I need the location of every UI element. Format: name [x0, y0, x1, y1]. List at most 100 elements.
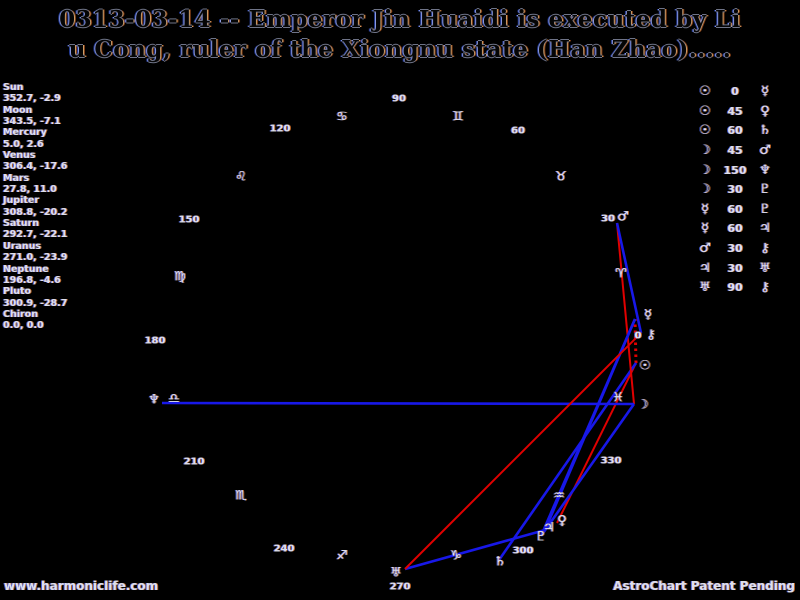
ephemeris-planet-values-mars: 27.8, 11.0 [3, 184, 57, 196]
aspect-degree: 30 [727, 261, 743, 275]
aspect-line-moon-pluto [539, 403, 636, 537]
aspect-row-uranus-chiron: ♅ 90 ⚷ [692, 278, 778, 298]
ephemeris-planet-values-venus: 306.4, -17.6 [3, 161, 68, 173]
pisces-sign-icon: ♓ [612, 390, 624, 406]
aspect-row-moon-mars: ☽ 45 ♂ [692, 141, 778, 161]
aspect-degree: 0 [731, 85, 739, 99]
mercury-glyph-icon: ☿ [701, 201, 709, 217]
ephemeris-planet-name-venus: Venus [3, 150, 36, 162]
moon-glyph-icon: ☽ [699, 182, 711, 198]
aspect-line-uranus-chiron [404, 332, 642, 570]
mercury-planet-icon: ☿ [644, 307, 652, 323]
chart-title-line2: u Cong, ruler of the Xiongnu state (Han … [68, 36, 732, 63]
ephemeris-planet-name-chiron: Chiron [3, 308, 38, 320]
chiron-planet-icon: ⚷ [646, 327, 656, 343]
aspect-line-jupiter-uranus [404, 528, 546, 571]
degree-label-180: 180 [144, 335, 166, 347]
ephemeris-planet-values-moon: 343.5, -7.1 [3, 116, 61, 128]
scorpio-sign-icon: ♏ [235, 488, 247, 504]
pluto-glyph-icon: ♇ [759, 182, 771, 198]
aspect-row-mars-chiron: ♂ 30 ⚷ [692, 239, 778, 259]
degree-label-120: 120 [269, 123, 291, 135]
aspect-row-sun-saturn: ☉ 60 ♄ [692, 121, 778, 141]
ephemeris-planet-values-neptune: 196.8, -4.6 [3, 274, 61, 286]
aspect-row-jupiter-uranus: ♃ 30 ♅ [692, 258, 778, 278]
degree-label-210: 210 [183, 456, 205, 468]
aspect-line-mars-chiron [615, 222, 643, 334]
uranus-planet-icon: ♅ [390, 565, 402, 581]
uranus-glyph-icon: ♅ [759, 260, 771, 276]
sun-glyph-icon: ☉ [699, 123, 711, 139]
pluto-planet-icon: ♇ [535, 529, 547, 545]
degree-label-240: 240 [273, 543, 295, 555]
uranus-glyph-icon: ♅ [699, 280, 711, 296]
aspect-line-sun-saturn [497, 362, 638, 561]
degree-label-270: 270 [389, 581, 411, 593]
aries-sign-icon: ♈ [615, 266, 627, 282]
aspect-degree: 45 [727, 144, 743, 158]
sun-planet-icon: ☉ [639, 358, 651, 374]
degree-label-30: 30 [601, 213, 615, 225]
sun-glyph-icon: ☉ [699, 84, 711, 100]
aspect-degree: 30 [727, 183, 743, 197]
website-url-text: www.harmoniclife.com [4, 579, 159, 593]
taurus-sign-icon: ♉ [555, 169, 567, 185]
degree-label-0: 0 [634, 330, 642, 342]
libra-sign-icon: ♎ [168, 391, 180, 407]
aspect-line-sun-mercury [633, 318, 638, 364]
degree-label-300: 300 [512, 545, 534, 557]
jupiter-glyph-icon: ♃ [699, 260, 711, 276]
aspect-degree: 60 [727, 202, 743, 216]
patent-pending-text: AstroChart Patent Pending [613, 579, 795, 593]
jupiter-glyph-icon: ♃ [759, 221, 771, 237]
ephemeris-planet-name-jupiter: Jupiter [3, 195, 40, 207]
ephemeris-planet-name-mercury: Mercury [3, 127, 47, 139]
aspect-list-panel: ☉ 0 ☿ ☉ 45 ♀ ☉ 60 ♄ ☽ 45 ♂ ☽ 150 ♆ ☽ 30 ♇ ☿ 60 ♇ ☿ 60 ♃ ♂ 30 ⚷ ♃ 30 ♅… [692, 82, 778, 298]
leo-sign-icon: ♌ [235, 169, 247, 185]
ephemeris-planet-name-neptune: Neptune [3, 263, 49, 275]
degree-label-60: 60 [511, 125, 525, 137]
ephemeris-planet-name-pluto: Pluto [3, 286, 32, 298]
mercury-glyph-icon: ☿ [761, 84, 769, 100]
aquarius-sign-icon: ♒ [553, 488, 565, 504]
venus-planet-icon: ♀ [557, 513, 567, 529]
mars-glyph-icon: ♂ [759, 143, 771, 159]
chiron-glyph-icon: ⚷ [760, 280, 770, 296]
chiron-glyph-icon: ⚷ [760, 241, 770, 257]
ephemeris-planet-values-chiron: 0.0, 0.0 [3, 320, 44, 332]
moon-planet-icon: ☽ [637, 397, 649, 413]
ephemeris-planet-values-jupiter: 308.8, -20.2 [3, 206, 68, 218]
aspect-degree: 45 [727, 104, 743, 118]
degree-label-90: 90 [392, 93, 406, 105]
aspect-line-moon-neptune [161, 401, 635, 406]
capricorn-sign-icon: ♑ [450, 548, 462, 564]
aspect-row-moon-pluto: ☽ 30 ♇ [692, 180, 778, 200]
degree-label-150: 150 [178, 214, 200, 226]
ephemeris-planet-name-uranus: Uranus [3, 240, 41, 252]
aspect-degree: 60 [727, 124, 743, 138]
aspect-row-mercury-pluto: ☿ 60 ♇ [692, 200, 778, 220]
aspect-row-mercury-jupiter: ☿ 60 ♃ [692, 219, 778, 239]
moon-glyph-icon: ☽ [699, 162, 711, 178]
aspect-row-sun-mercury: ☉ 0 ☿ [692, 82, 778, 102]
ephemeris-panel: Sun 352.7, -2.9 Moon 343.5, -7.1 Mercury 5.0,… [3, 82, 67, 332]
gemini-sign-icon: ♊ [452, 109, 464, 125]
neptune-glyph-icon: ♆ [759, 162, 771, 178]
venus-glyph-icon: ♀ [760, 103, 770, 119]
aspect-degree: 150 [723, 163, 747, 177]
aspect-row-moon-neptune: ☽ 150 ♆ [692, 160, 778, 180]
sagittarius-sign-icon: ♐ [336, 548, 348, 564]
degree-label-330: 330 [600, 455, 622, 467]
saturn-glyph-icon: ♄ [759, 123, 771, 139]
aspect-line-moon-mars [616, 222, 635, 405]
ephemeris-planet-name-sun: Sun [3, 82, 24, 93]
ephemeris-planet-values-uranus: 271.0, -23.9 [3, 252, 68, 264]
saturn-planet-icon: ♄ [494, 554, 506, 570]
ephemeris-planet-name-mars: Mars [3, 172, 30, 184]
aspect-degree: 90 [727, 281, 743, 295]
aspect-row-sun-venus: ☉ 45 ♀ [692, 102, 778, 122]
cancer-sign-icon: ♋ [336, 109, 348, 125]
mercury-glyph-icon: ☿ [701, 221, 709, 237]
